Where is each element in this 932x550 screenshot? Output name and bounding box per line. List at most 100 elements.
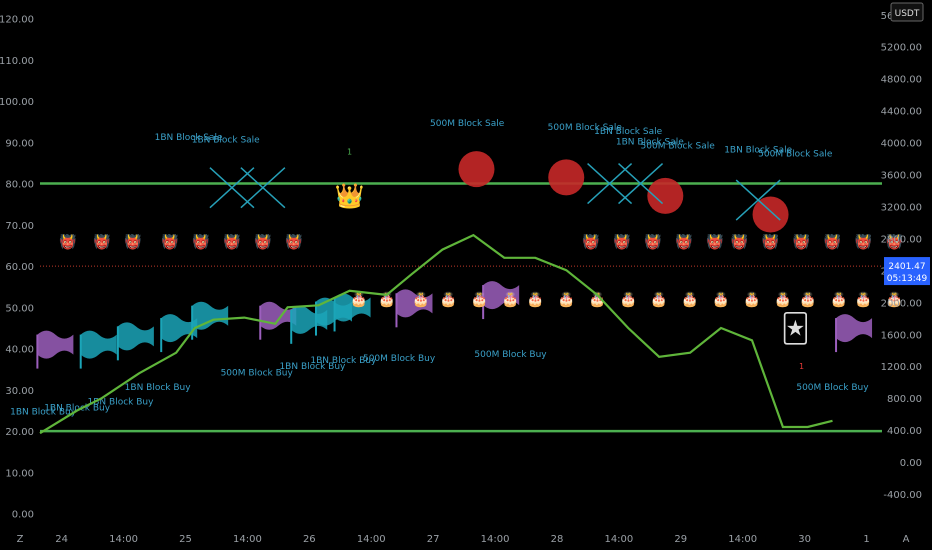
sale-label: 1BN Block Sale: [594, 127, 662, 137]
buy-label: 500M Block Buy: [221, 368, 294, 378]
flag-cloth: [117, 322, 154, 351]
cake-icon: 🎂: [440, 290, 457, 308]
right-axis-tick: 2800.00: [881, 234, 922, 245]
sale-cross: [618, 162, 664, 205]
left-axis-tick: 40.00: [5, 345, 34, 356]
sale-cross: [735, 179, 781, 221]
cake-icon: 🎂: [799, 290, 816, 308]
currency-text: USDT: [895, 9, 920, 19]
corner-left-label[interactable]: Z: [17, 534, 24, 545]
sale-label: 500M Block Sale: [641, 141, 716, 151]
cake-icon: 🎂: [378, 290, 395, 308]
corner-right-label[interactable]: A: [903, 534, 910, 545]
buy-label: 1BN Block Buy: [279, 362, 346, 372]
teal-flag: [160, 314, 198, 353]
cake-icon: 🎂: [650, 290, 667, 308]
cake-icon: 🎂: [502, 290, 519, 308]
x-axis-tick: 26: [303, 534, 316, 545]
devil-icon: 👹: [59, 232, 77, 250]
cake-icon: 🎂: [886, 290, 903, 308]
x-axis-tick: 14:00: [109, 534, 138, 545]
left-axis-tick: 90.00: [5, 138, 34, 149]
cake-icon: 🎂: [743, 290, 760, 308]
x-axis-tick: 25: [179, 534, 192, 545]
flag-cloth: [291, 305, 328, 334]
devil-icon: 👹: [223, 232, 241, 250]
devil-icon: 👹: [731, 232, 749, 250]
devil-icon: 👹: [762, 232, 780, 250]
purple-flag: [395, 289, 433, 328]
cake-icon: 🎂: [471, 290, 488, 308]
crown-icon: 👑: [335, 182, 365, 210]
left-axis-tick: 30.00: [5, 386, 34, 397]
currency-badge-box: [890, 2, 924, 22]
sale-label: 1BN Block Sale: [192, 135, 260, 145]
sale-label: 1BN Block Sale: [724, 146, 792, 156]
flag-cloth: [836, 314, 873, 343]
left-axis-tick: 80.00: [5, 180, 34, 191]
x-axis-tick: 29: [674, 534, 687, 545]
price-value: 2401.47: [888, 262, 925, 272]
devil-icon: 👹: [824, 232, 842, 250]
right-axis-tick: 1600.00: [881, 330, 922, 341]
purple-flag: [36, 330, 74, 369]
x-axis-tick: 1: [863, 534, 869, 545]
x-axis-tick: 14:00: [357, 534, 386, 545]
sale-label: 1BN Block Sale: [155, 133, 223, 143]
right-axis-tick: 4800.00: [881, 75, 922, 86]
small-mark: 1: [799, 362, 804, 371]
right-axis-tick: 4000.00: [881, 139, 922, 150]
cross-stroke: [587, 162, 633, 205]
flag-cloth: [483, 281, 520, 310]
devil-icon: 👹: [285, 232, 303, 250]
x-axis-tick: 28: [551, 534, 564, 545]
flag-cloth: [37, 330, 74, 359]
devil-icon: 👹: [886, 232, 904, 250]
left-axis-tick: 110.00: [0, 56, 34, 67]
cake-icon: 🎂: [619, 290, 636, 308]
sale-circle: [752, 196, 789, 233]
teal-flag: [116, 322, 154, 361]
flag-cloth: [396, 289, 433, 318]
cake-icon: 🎂: [774, 290, 791, 308]
right-axis-tick: 0.00: [900, 458, 922, 469]
devil-icon: 👹: [192, 232, 210, 250]
right-axis-tick: 2000.00: [881, 298, 922, 309]
teal-flag: [290, 305, 328, 344]
purple-flag: [482, 281, 520, 320]
right-axis-tick: 3600.00: [881, 171, 922, 182]
cross-stroke: [240, 167, 286, 209]
sale-cross: [209, 167, 255, 209]
x-axis-tick: 24: [55, 534, 68, 545]
x-axis-tick: 14:00: [604, 534, 633, 545]
buy-label: 1BN Block Buy: [310, 356, 377, 366]
left-axis-tick: 60.00: [5, 262, 34, 273]
devil-icon: 👹: [161, 232, 179, 250]
flag-cloth: [334, 293, 371, 322]
devil-icon: 👹: [675, 232, 693, 250]
buy-label: 500M Block Buy: [363, 354, 436, 364]
left-axis-tick: 0.00: [12, 510, 34, 521]
currency-badge[interactable]: USDT: [890, 2, 924, 22]
cake-icon: 🎂: [588, 290, 605, 308]
buy-label: 1BN Block Buy: [10, 408, 77, 418]
right-axis-tick: 5200.00: [881, 43, 922, 54]
sale-label: 500M Block Sale: [430, 119, 505, 129]
series-line[interactable]: [39, 233, 833, 435]
devil-icon: 👹: [124, 232, 142, 250]
right-axis-tick: 3200.00: [881, 202, 922, 213]
cake-icon: 🎂: [681, 290, 698, 308]
card-icon: 🃏: [781, 312, 810, 345]
sale-cross: [240, 167, 286, 209]
devil-icon: 👹: [93, 232, 111, 250]
cake-icon: 🎂: [712, 290, 729, 308]
devil-icon: 👹: [855, 232, 873, 250]
left-axis-tick: 50.00: [5, 303, 34, 314]
price-label-box: [884, 257, 930, 286]
cross-stroke: [209, 167, 255, 209]
buy-label: 500M Block Buy: [796, 383, 869, 393]
left-axis-tick: 10.00: [5, 468, 34, 479]
right-axis-tick: 400.00: [887, 426, 922, 437]
sale-label: 1BN Block Sale: [616, 137, 684, 147]
